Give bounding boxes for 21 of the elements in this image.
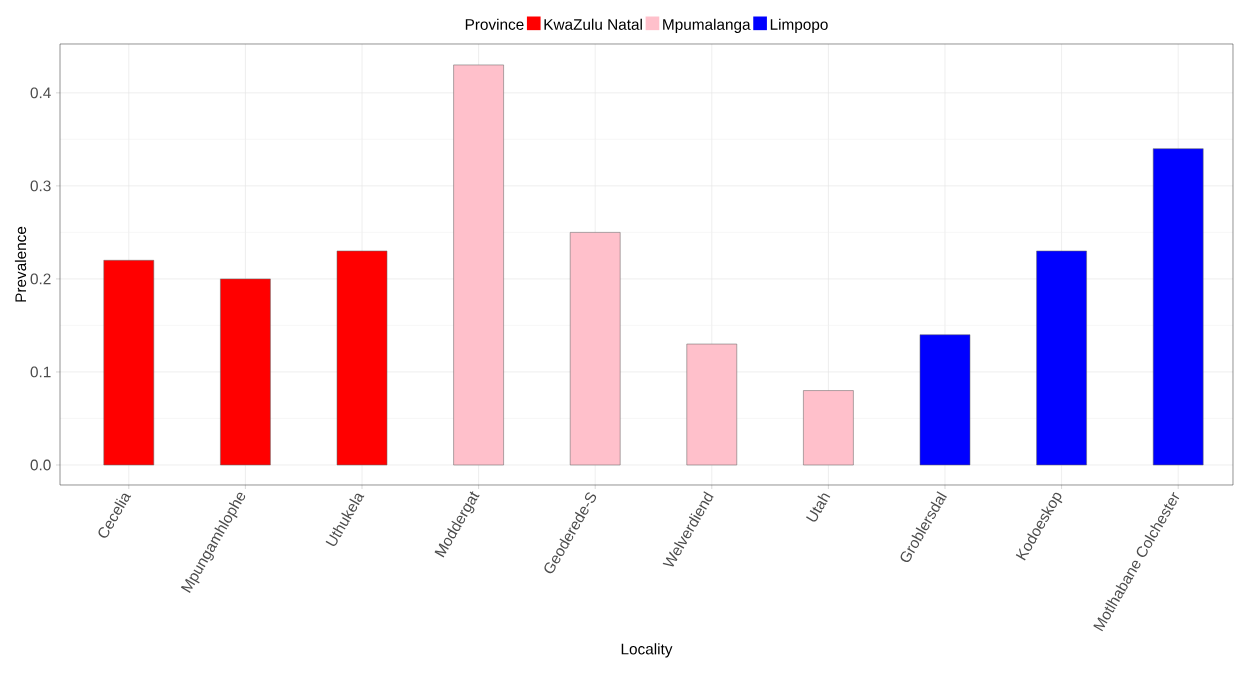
bar xyxy=(1152,148,1204,466)
legend-title: Province xyxy=(465,18,524,30)
bar xyxy=(1036,250,1087,466)
bar xyxy=(103,260,155,466)
y-tick-label: 0.1 xyxy=(30,366,51,378)
bar xyxy=(803,390,854,466)
bar xyxy=(569,232,621,466)
y-axis-title: Prevalence xyxy=(14,226,27,302)
legend-label: Limpopo xyxy=(770,18,828,33)
legend-label: Mpumalanga xyxy=(663,18,751,33)
y-tick-label: 0.2 xyxy=(30,273,51,285)
y-tick-label: 0.3 xyxy=(30,180,51,192)
y-tick-label: 0.4 xyxy=(30,87,51,99)
x-axis-title: Locality xyxy=(621,643,673,658)
bar xyxy=(336,250,388,466)
bar xyxy=(453,64,504,466)
bar xyxy=(220,278,271,466)
bar xyxy=(686,343,738,466)
bar xyxy=(919,334,971,466)
y-tick-label: 0.0 xyxy=(30,459,51,471)
legend-label: KwaZulu Natal xyxy=(544,18,642,30)
